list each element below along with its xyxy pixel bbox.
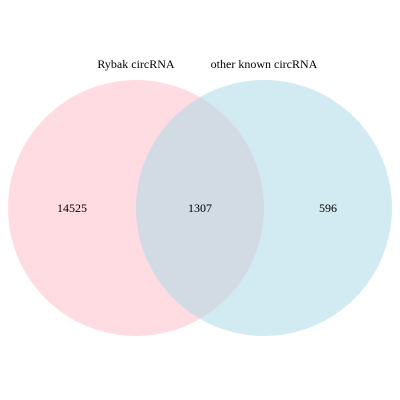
count-right-only: 596	[319, 201, 337, 215]
count-left-only: 14525	[57, 201, 87, 215]
set-label-rybak: Rybak circRNA	[97, 57, 175, 71]
count-overlap: 1307	[188, 201, 212, 215]
set-label-other-known: other known circRNA	[211, 57, 318, 71]
set-circle-other-known	[136, 80, 392, 336]
